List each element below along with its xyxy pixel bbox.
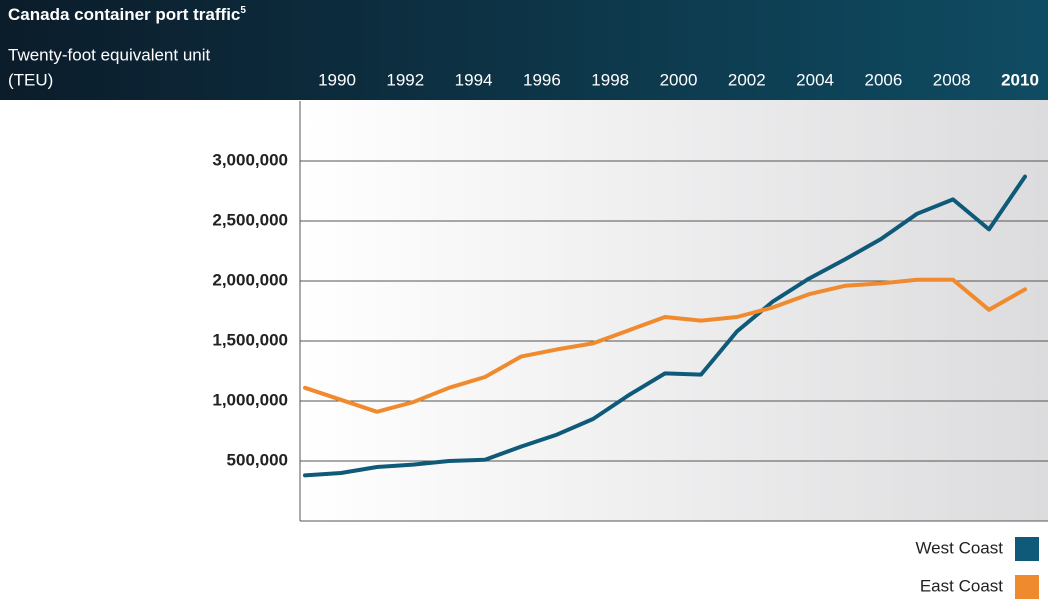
x-tick-label: 2004 [796, 70, 834, 89]
y-tick-label: 500,000 [227, 450, 288, 469]
plot-area [300, 100, 1048, 521]
y-tick-label: 1,500,000 [212, 330, 288, 349]
x-tick-label: 2006 [864, 70, 902, 89]
x-tick-label: 1992 [386, 70, 424, 89]
x-tick-label: 2008 [933, 70, 971, 89]
header [0, 0, 1048, 100]
x-tick-label: 1994 [455, 70, 493, 89]
chart-title: Canada container port traffic5 [8, 5, 246, 25]
y-tick-label: 2,000,000 [212, 270, 288, 289]
line-series [303, 174, 1027, 478]
x-tick-label: 2000 [660, 70, 698, 89]
x-tick-label: 1998 [591, 70, 629, 89]
legend-swatch [1015, 575, 1039, 599]
line-series [303, 277, 1027, 414]
y-axis-label: (TEU) [8, 70, 53, 89]
legend-label: West Coast [915, 538, 1003, 557]
y-tick-label: 1,000,000 [212, 390, 288, 409]
y-axis-label: Twenty-foot equivalent unit [8, 45, 211, 64]
x-tick-label: 1990 [318, 70, 356, 89]
legend-label: East Coast [920, 576, 1003, 595]
y-tick-label: 3,000,000 [212, 150, 288, 169]
legend-swatch [1015, 537, 1039, 561]
x-tick-label: 2002 [728, 70, 766, 89]
y-tick-label: 2,500,000 [212, 210, 288, 229]
x-tick-label: 1996 [523, 70, 561, 89]
x-tick-label: 2010 [1001, 70, 1039, 89]
